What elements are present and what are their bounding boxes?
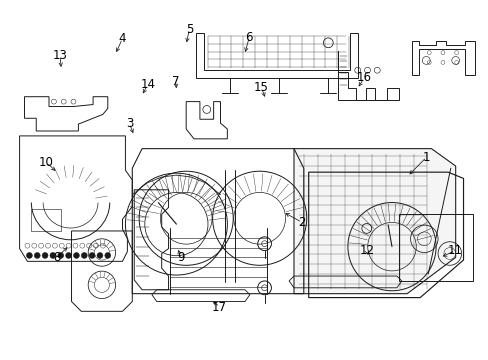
Circle shape bbox=[104, 252, 110, 258]
Circle shape bbox=[89, 252, 95, 258]
Circle shape bbox=[26, 252, 32, 258]
Text: 14: 14 bbox=[140, 78, 155, 91]
Circle shape bbox=[50, 252, 56, 258]
Circle shape bbox=[81, 252, 87, 258]
Circle shape bbox=[34, 252, 40, 258]
Text: 3: 3 bbox=[125, 117, 133, 130]
Text: 16: 16 bbox=[356, 71, 371, 84]
Text: 12: 12 bbox=[359, 244, 373, 257]
Text: 8: 8 bbox=[53, 251, 60, 264]
Text: 13: 13 bbox=[52, 49, 67, 62]
Text: 15: 15 bbox=[253, 81, 268, 94]
Text: 9: 9 bbox=[177, 251, 184, 264]
Circle shape bbox=[97, 252, 102, 258]
Circle shape bbox=[73, 252, 79, 258]
Text: 1: 1 bbox=[422, 150, 429, 163]
Circle shape bbox=[58, 252, 63, 258]
Circle shape bbox=[65, 252, 71, 258]
Text: 4: 4 bbox=[118, 32, 126, 45]
Text: 2: 2 bbox=[298, 216, 305, 229]
Circle shape bbox=[42, 252, 48, 258]
Text: 17: 17 bbox=[212, 301, 226, 314]
Text: 6: 6 bbox=[245, 31, 252, 44]
Polygon shape bbox=[293, 149, 455, 294]
Text: 7: 7 bbox=[172, 75, 180, 88]
Text: 11: 11 bbox=[447, 244, 462, 257]
Bar bbox=[31, 210, 61, 231]
Text: 5: 5 bbox=[185, 23, 193, 36]
Text: 10: 10 bbox=[39, 156, 54, 169]
